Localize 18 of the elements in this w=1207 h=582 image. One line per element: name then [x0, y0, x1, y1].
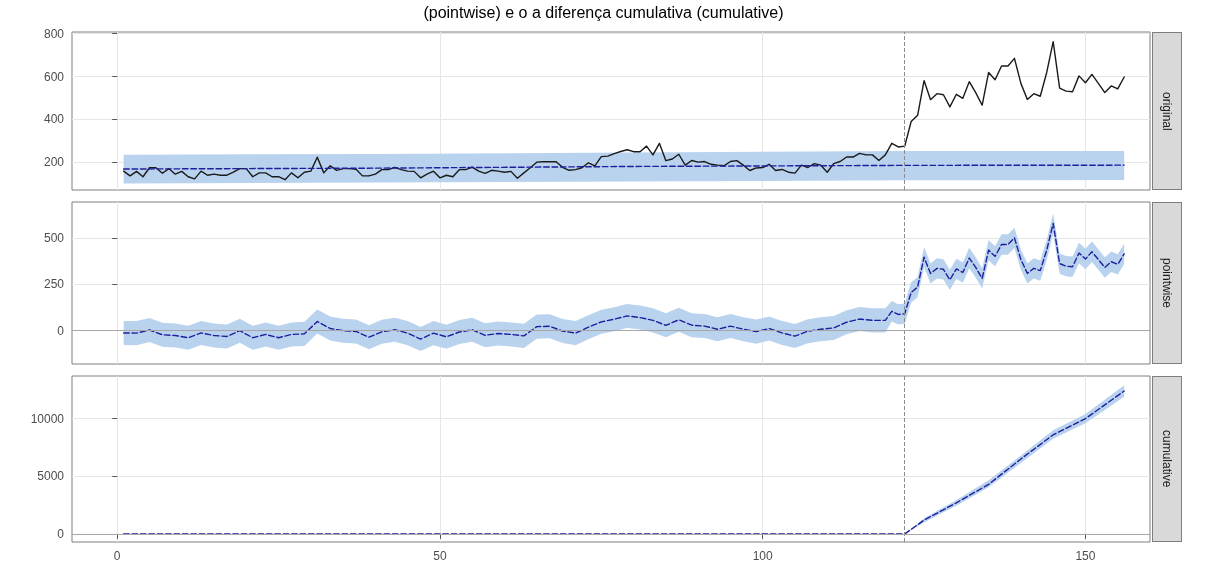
x-tick-label: 50 [433, 549, 447, 563]
y2-axis-title: original [1160, 91, 1174, 131]
y-tick-label: 500 [43, 231, 65, 246]
x-tick-label: 0 [113, 549, 121, 563]
text: (pointwise) e o a diferença cumulativa (cumulative) [423, 3, 784, 21]
y-tick-label: 200 [43, 155, 65, 170]
y-tick-label: 250 [43, 277, 65, 292]
y-tick-label: 400 [43, 112, 65, 127]
y2-axis-title: cumulative [1160, 430, 1174, 488]
y-tick-label: 10000 [30, 411, 65, 426]
x-tick-label: 100 [752, 549, 774, 563]
y2-axis-title: pointwise [1160, 257, 1174, 309]
y-tick-label: 600 [43, 69, 65, 84]
y-tick-label: 800 [43, 26, 65, 41]
y-tick-label: 0 [57, 323, 65, 338]
x-tick-label: 150 [1075, 549, 1096, 563]
y-tick-label: 5000 [37, 469, 65, 484]
y-tick-label: 0 [57, 526, 65, 541]
